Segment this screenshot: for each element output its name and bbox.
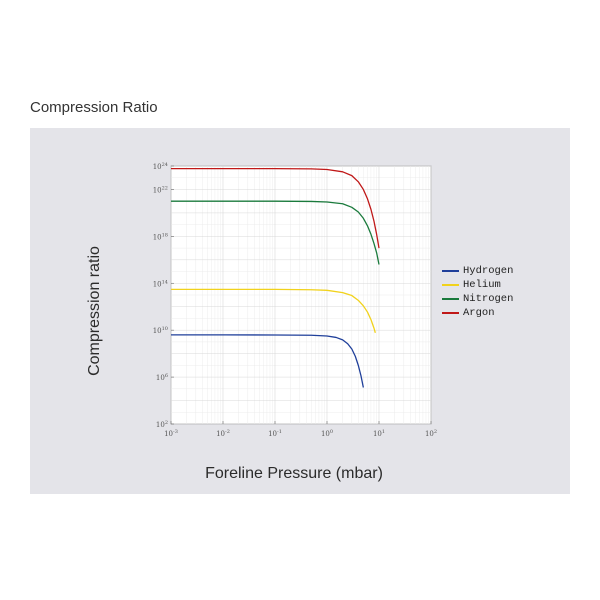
series-line-nitrogen bbox=[171, 200, 380, 265]
chart-legend: Hydrogen Helium Nitrogen Argon bbox=[442, 264, 513, 320]
y-tick-label: 1022 bbox=[153, 185, 168, 194]
legend-swatch bbox=[442, 312, 459, 314]
x-axis-ticks: 10-3 10-2 10-1 100 101 102 bbox=[164, 421, 437, 438]
y-tick-label: 1010 bbox=[153, 326, 168, 335]
legend-item-hydrogen: Hydrogen bbox=[442, 264, 513, 278]
page-title: Compression Ratio bbox=[30, 99, 158, 116]
x-tick-label: 102 bbox=[425, 429, 437, 438]
series-line-argon bbox=[171, 167, 380, 249]
legend-label: Hydrogen bbox=[463, 265, 514, 277]
y-axis-label: Compression ratio bbox=[86, 246, 103, 376]
series-line-helium bbox=[171, 288, 376, 333]
legend-label: Argon bbox=[463, 307, 495, 319]
x-tick-label: 100 bbox=[321, 429, 333, 438]
x-tick-label: 101 bbox=[373, 429, 385, 438]
legend-swatch bbox=[442, 298, 459, 300]
y-tick-label: 106 bbox=[156, 373, 168, 382]
legend-item-helium: Helium bbox=[442, 278, 513, 292]
legend-label: Helium bbox=[463, 279, 501, 291]
legend-item-argon: Argon bbox=[442, 306, 513, 320]
y-tick-label: 1018 bbox=[153, 232, 168, 241]
legend-label: Nitrogen bbox=[463, 293, 514, 305]
grid-minor bbox=[171, 166, 431, 424]
series-line-hydrogen bbox=[171, 334, 364, 388]
grid-major bbox=[170, 165, 432, 425]
x-axis-label: Foreline Pressure (mbar) bbox=[205, 465, 383, 482]
series-lines bbox=[171, 167, 380, 388]
y-tick-label: 102 bbox=[156, 420, 168, 429]
legend-swatch bbox=[442, 270, 459, 272]
x-tick-label: 10-1 bbox=[268, 429, 282, 438]
y-axis-ticks: 102 106 1010 1014 1018 1022 1024 bbox=[153, 162, 174, 429]
x-tick-label: 10-2 bbox=[216, 429, 230, 438]
legend-swatch bbox=[442, 284, 459, 286]
y-tick-label: 1014 bbox=[153, 279, 168, 288]
legend-item-nitrogen: Nitrogen bbox=[442, 292, 513, 306]
y-tick-label: 1024 bbox=[153, 162, 168, 171]
x-tick-label: 10-3 bbox=[164, 429, 178, 438]
